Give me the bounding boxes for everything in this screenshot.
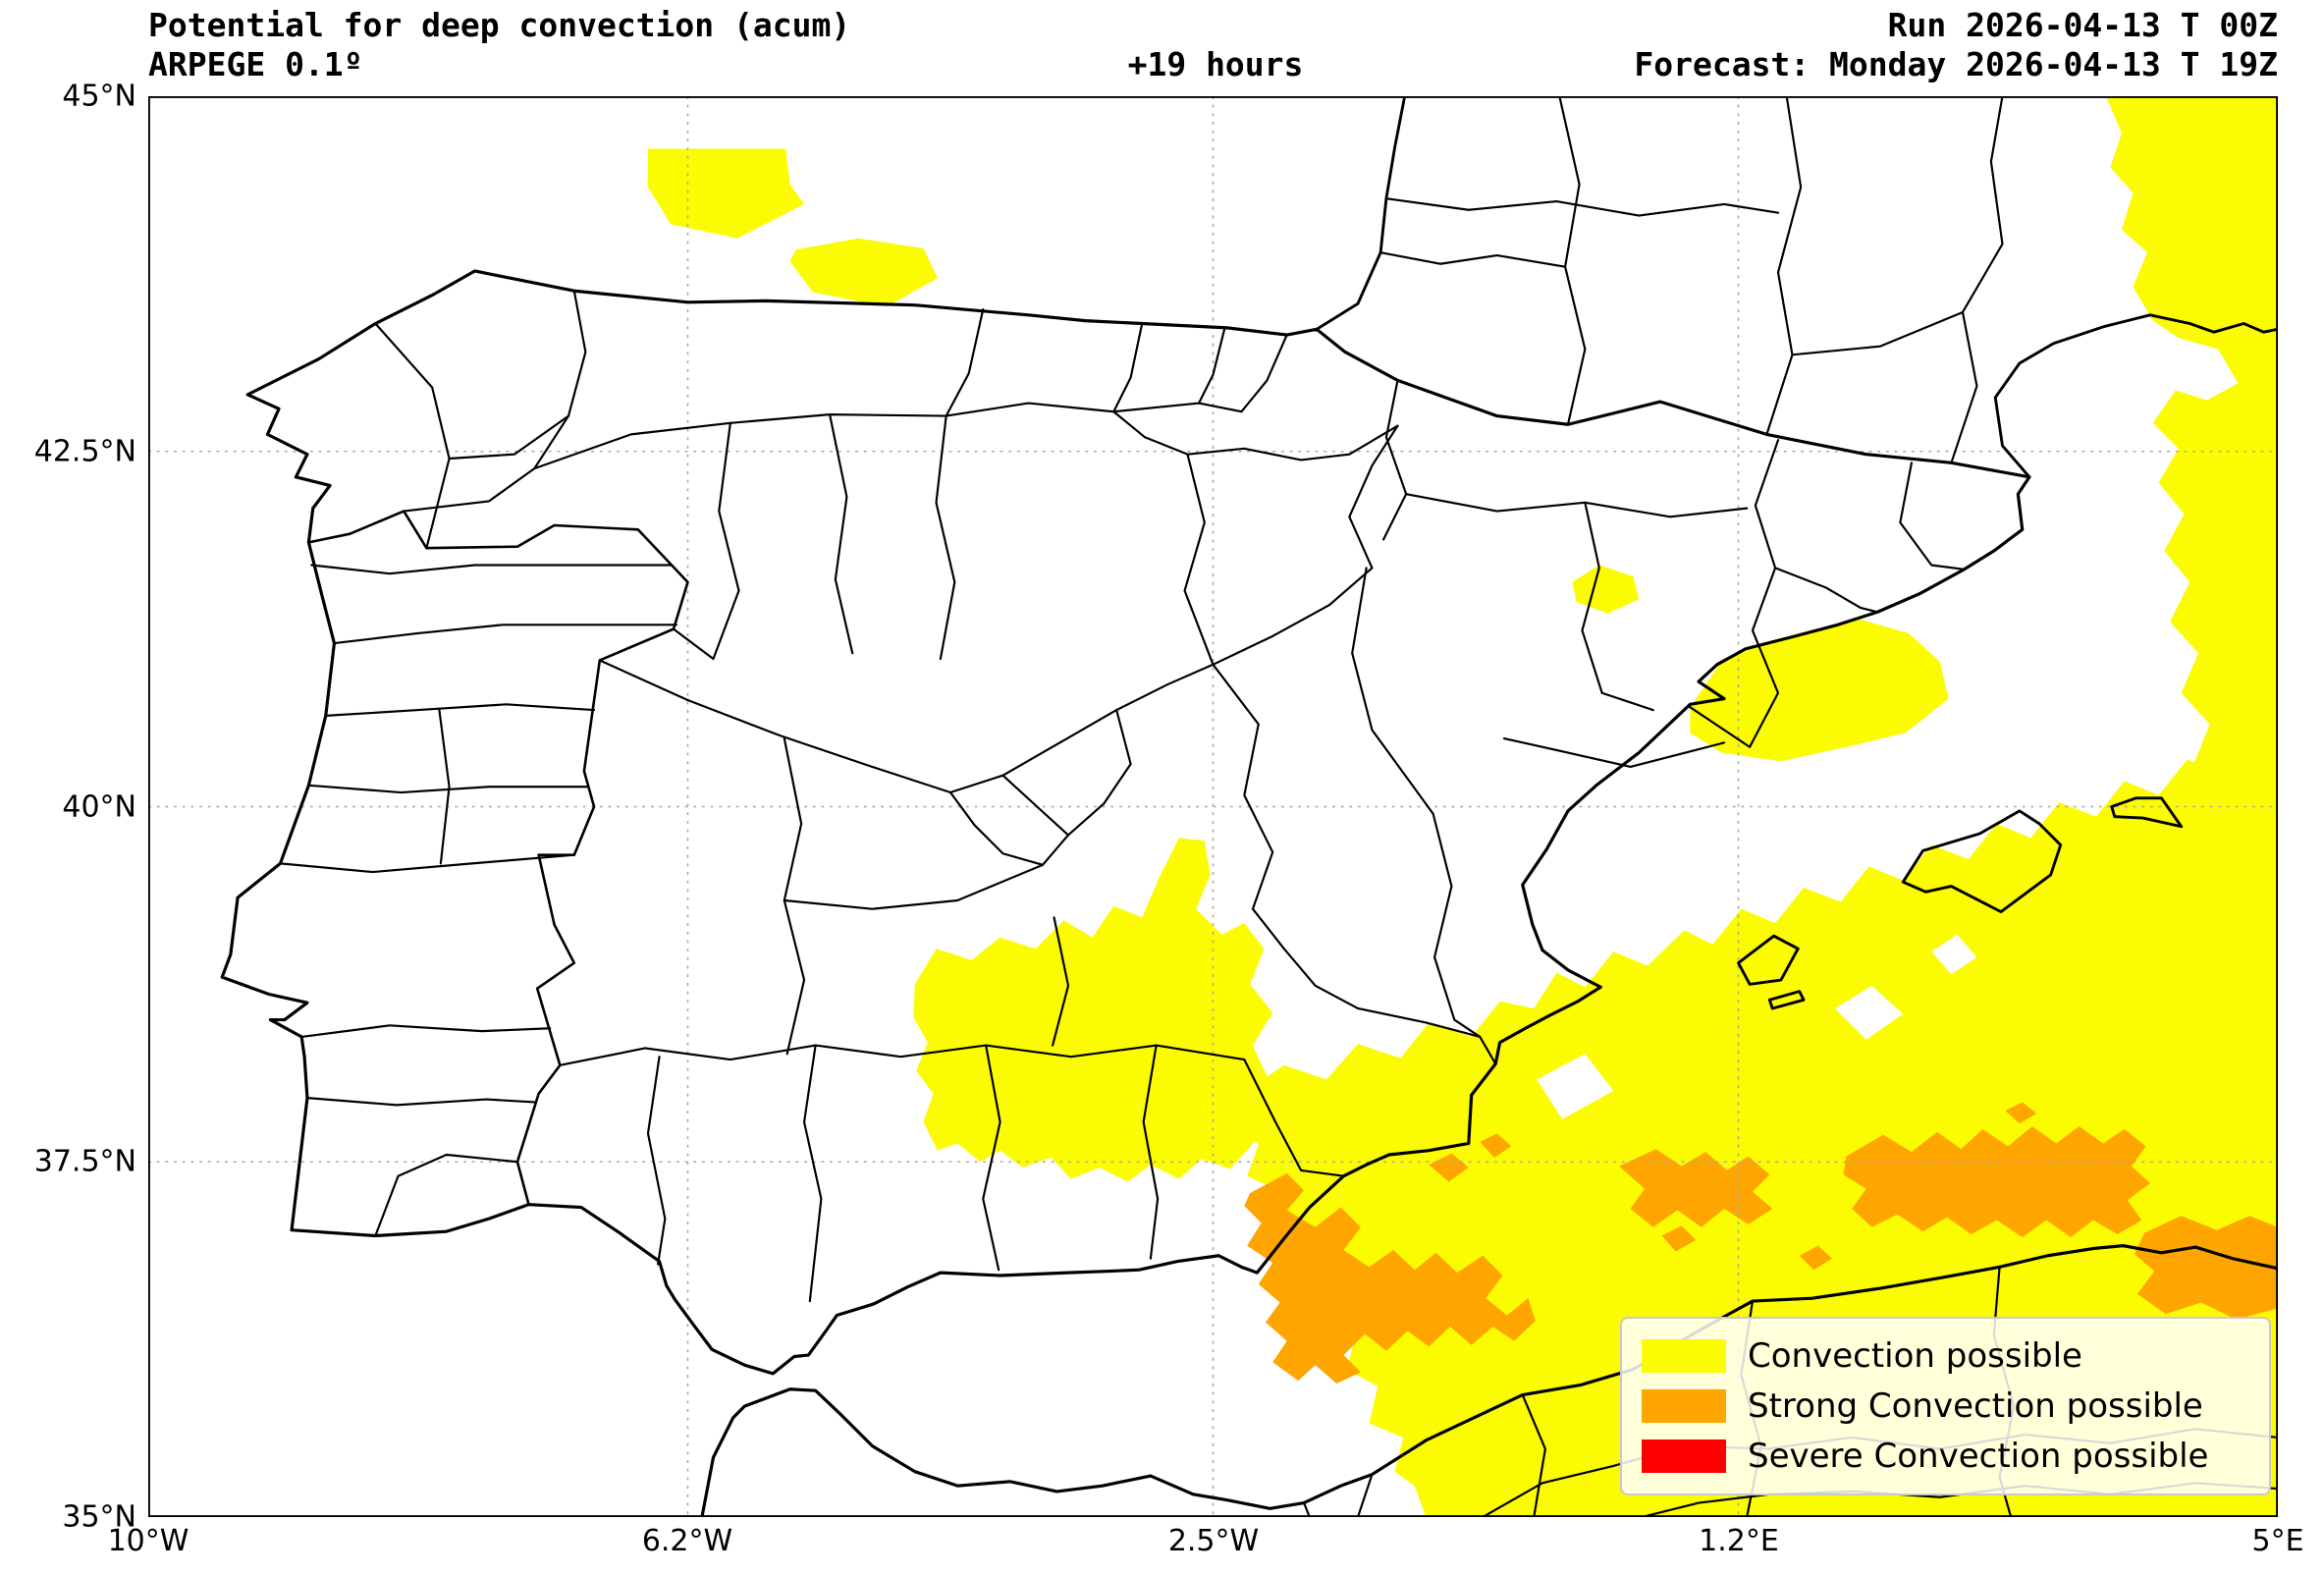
mallorca-coastline	[1901, 809, 2063, 914]
france-mediterranean-coast	[1993, 313, 2278, 479]
strong-area-right-edge	[2134, 1216, 2278, 1320]
y-tick-37-5n: 37.5°N	[33, 1144, 136, 1179]
iberia-coastline	[220, 269, 2031, 1376]
model-label: ARPEGE 0.1º	[148, 45, 363, 83]
legend-label-convection: Convection possible	[1748, 1336, 2082, 1376]
lead-time-label: +19 hours	[1127, 45, 1304, 83]
forecast-label: Forecast: Monday 2026-04-13 T 19Z	[1634, 45, 2278, 83]
legend-row-strong: Strong Convection possible	[1642, 1383, 2249, 1430]
convection-area-northeast	[2106, 96, 2278, 932]
legend-label-strong: Strong Convection possible	[1748, 1386, 2203, 1426]
y-tick-45n: 45°N	[62, 79, 136, 114]
convection-area-catalonia-coast	[1690, 619, 1949, 762]
strong-area-alboran	[1619, 1149, 1773, 1227]
legend-row-convection: Convection possible	[1642, 1332, 2249, 1380]
map-borders	[220, 96, 2278, 1517]
formentera-coastline	[1767, 990, 1806, 1010]
portugal-district-borders	[279, 564, 677, 1237]
france-atlantic-coast	[1315, 96, 1407, 331]
legend-swatch-severe	[1642, 1439, 1726, 1473]
legend-swatch-strong	[1642, 1389, 1726, 1423]
menorca-coastline	[2110, 796, 2184, 829]
page-title: Potential for deep convection (acum)	[148, 6, 851, 44]
run-label: Run 2026-04-13 T 00Z	[1887, 6, 2278, 44]
map-plot-area	[148, 96, 2278, 1517]
y-tick-40n: 40°N	[62, 789, 136, 825]
map-canvas	[148, 96, 2278, 1517]
y-tick-42-5n: 42.5°N	[33, 434, 136, 469]
x-tick-10w: 10°W	[107, 1524, 189, 1558]
convection-area-north-1	[647, 148, 805, 239]
portugal-spain-border	[307, 510, 689, 1206]
legend-label-severe: Severe Convection possible	[1748, 1437, 2209, 1476]
legend-row-severe: Severe Convection possible	[1642, 1433, 2249, 1480]
x-tick-1-2e: 1.2°E	[1699, 1524, 1779, 1558]
y-tick-35n: 35°N	[62, 1499, 136, 1535]
strong-convection-layer	[1244, 1102, 2278, 1384]
x-tick-2-5w: 2.5°W	[1167, 1524, 1260, 1558]
africa-coastline	[700, 1244, 2278, 1517]
legend-swatch-convection	[1642, 1339, 1726, 1373]
x-tick-5e: 5°E	[2251, 1524, 2304, 1558]
spain-province-borders	[374, 290, 1966, 1303]
map-legend: Convection possible Strong Convection po…	[1620, 1317, 2271, 1495]
france-internal-borders	[1379, 96, 2004, 464]
strong-area-murcia	[1244, 1172, 1536, 1384]
x-tick-6-2w: 6.2°W	[641, 1524, 733, 1558]
convection-area-north-2	[789, 238, 938, 307]
strong-area-east	[1843, 1126, 2150, 1237]
convection-area-ebro	[1572, 565, 1640, 614]
convection-holes	[1537, 934, 1977, 1119]
convection-area-central	[913, 838, 1273, 1182]
ibiza-coastline	[1737, 934, 1800, 986]
